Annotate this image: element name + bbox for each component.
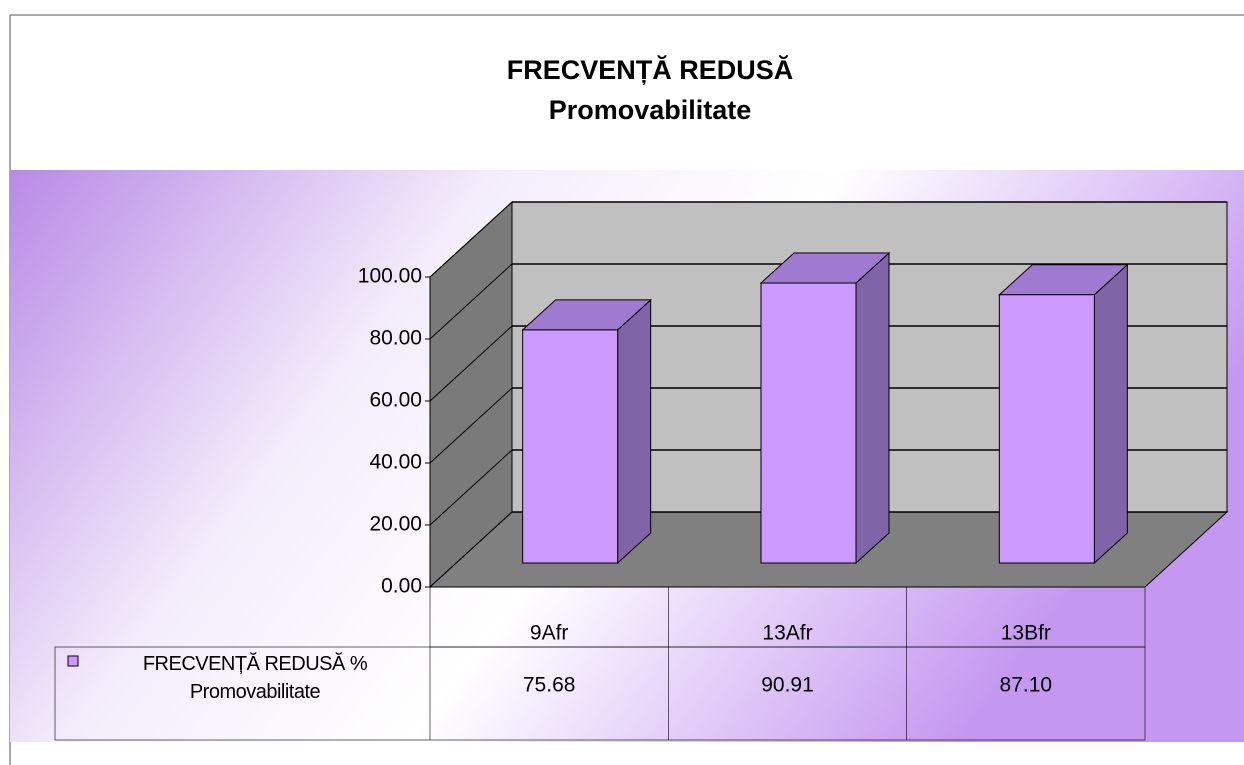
grid-line bbox=[429, 387, 513, 464]
y-tick-label: 80.00 bbox=[369, 327, 422, 350]
grid-line bbox=[429, 449, 513, 526]
bar bbox=[998, 294, 1095, 564]
chart-subtitle: Promovabilitate bbox=[549, 95, 752, 125]
y-tick-label: 20.00 bbox=[369, 513, 422, 536]
y-tick-label: 0.00 bbox=[381, 575, 422, 598]
grid-line bbox=[429, 263, 513, 340]
x-tick-label: 13Afr bbox=[762, 622, 812, 645]
table-value-row bbox=[54, 646, 1146, 741]
grid-line bbox=[429, 201, 513, 278]
chart-title: FRECVENȚĂ REDUSĂ bbox=[507, 54, 794, 85]
bar-side bbox=[1093, 263, 1128, 565]
bar-side bbox=[855, 251, 890, 565]
bar bbox=[522, 329, 619, 564]
grid-line bbox=[429, 511, 513, 588]
y-tick-label: 100.00 bbox=[358, 265, 422, 288]
bar-side bbox=[617, 298, 652, 565]
table-value: 90.91 bbox=[761, 674, 814, 697]
table-value: 75.68 bbox=[523, 674, 576, 697]
grid-line bbox=[429, 325, 513, 402]
bar bbox=[760, 282, 857, 564]
y-tick-label: 40.00 bbox=[369, 451, 422, 474]
table-value: 87.10 bbox=[1000, 674, 1053, 697]
x-tick-label: 9Afr bbox=[530, 622, 569, 645]
x-tick-label: 13Bfr bbox=[1001, 622, 1051, 645]
legend-label: FRECVENȚĂ REDUSĂ % Promovabilitate bbox=[142, 653, 368, 703]
legend-key bbox=[67, 655, 79, 667]
y-tick-label: 60.00 bbox=[369, 389, 422, 412]
